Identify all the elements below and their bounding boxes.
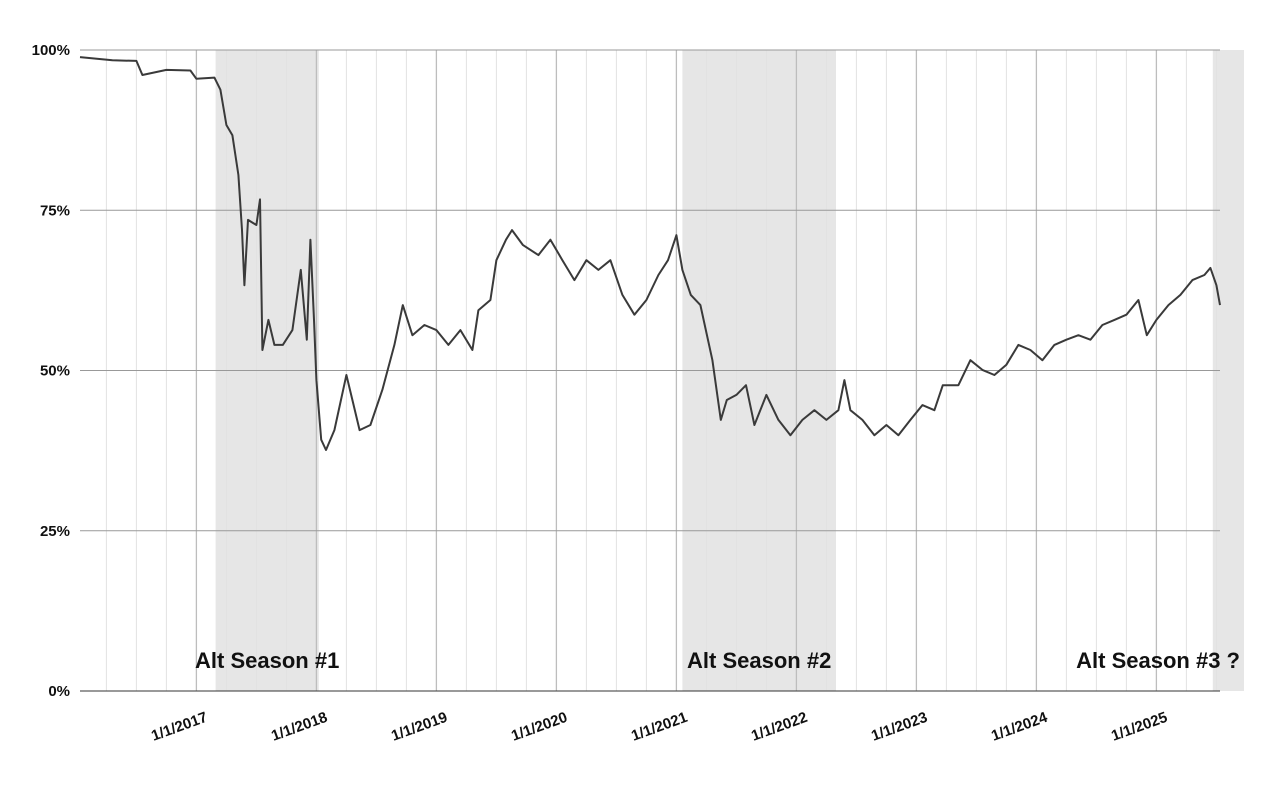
x-tick-label: 1/1/2022 [749, 709, 810, 745]
x-tick-label: 1/1/2021 [629, 709, 690, 745]
x-tick-label: 1/1/2019 [389, 709, 450, 745]
dominance-line [79, 56, 1221, 451]
alt-season-label: Alt Season #1 [195, 648, 339, 673]
y-tick-label: 0% [48, 683, 70, 700]
y-tick-label: 100% [32, 42, 70, 59]
y-tick-label: 50% [40, 363, 70, 380]
y-tick-label: 75% [40, 202, 70, 219]
x-tick-label: 1/1/2020 [509, 709, 570, 745]
x-tick-label: 1/1/2023 [869, 709, 930, 745]
x-tick-label: 1/1/2025 [1109, 709, 1170, 745]
alt-season-label: Alt Season #3 ? [1076, 648, 1240, 673]
x-tick-label: 1/1/2018 [269, 709, 330, 745]
x-tick-label: 1/1/2017 [149, 709, 210, 745]
alt-season-label: Alt Season #2 [687, 648, 831, 673]
x-tick-label: 1/1/2024 [989, 709, 1050, 745]
y-tick-label: 25% [40, 523, 70, 540]
